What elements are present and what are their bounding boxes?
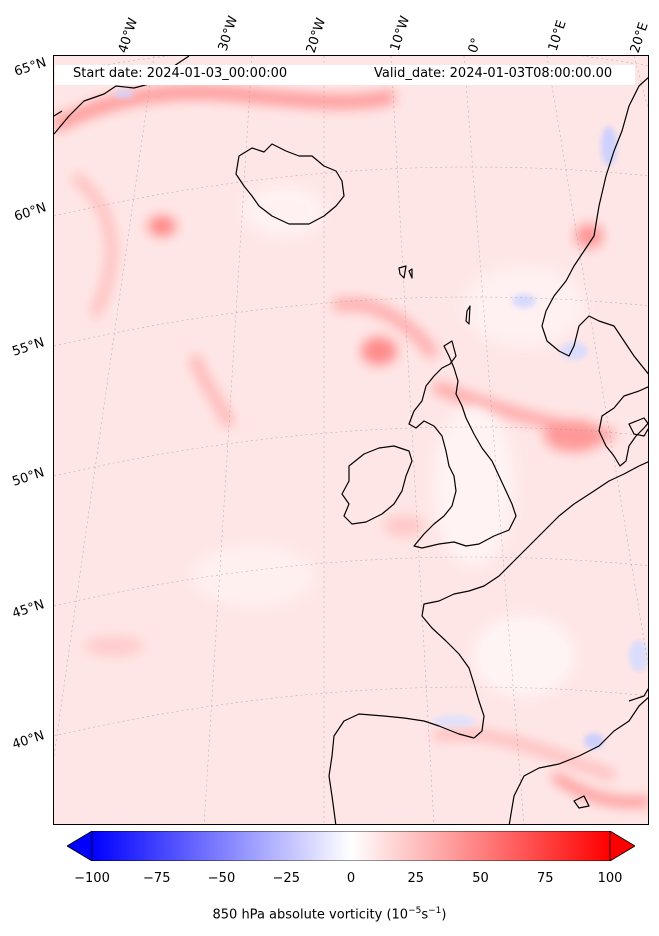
colorbar-label-exp2: −1	[428, 906, 442, 916]
colorbar-tick-label: 75	[536, 871, 554, 886]
lon-label-20e: 20°E	[627, 20, 652, 55]
colorbar-tick-label: 50	[472, 871, 489, 886]
lon-label-10e: 10°E	[545, 18, 570, 53]
lat-label-50n: 50°N	[10, 465, 47, 490]
colorbar-label-close: )	[441, 907, 447, 923]
colorbar-label-exp1: −5	[408, 906, 422, 916]
lon-label-40w: 40°W	[115, 16, 142, 55]
colorbar-label-text: 850 hPa absolute vorticity (10	[212, 907, 409, 923]
colorbar-tick-label: −25	[272, 871, 300, 886]
colorbar	[66, 830, 636, 865]
colorbar-tick-label: −50	[207, 871, 236, 886]
vorticity-map	[54, 56, 648, 824]
header-background	[55, 65, 635, 85]
colorbar-extend-high	[609, 830, 636, 862]
colorbar-svg	[66, 830, 636, 865]
colorbar-label: 850 hPa absolute vorticity (10−5s−1)	[0, 906, 659, 922]
colorbar-tick-label: 100	[597, 871, 623, 886]
lat-label-55n: 55°N	[10, 335, 47, 360]
lon-label-30w: 30°W	[215, 14, 242, 53]
graticule	[54, 56, 648, 824]
colorbar-tick-label: −100	[74, 871, 110, 886]
vorticity-field	[54, 56, 648, 824]
colorbar-label-unit: s	[421, 907, 429, 923]
lon-label-20w: 20°W	[303, 16, 330, 55]
colorbar-tick-label: 0	[346, 871, 356, 886]
lon-label-0: 0°	[465, 36, 485, 55]
valid-date-label: Valid_date: 2024-01-03T08:00:00.00	[374, 66, 613, 81]
colorbar-extend-low	[66, 830, 93, 862]
start-date-label: Start date: 2024-01-03_00:00:00	[73, 66, 288, 81]
colorbar-gradient	[91, 830, 611, 862]
lat-label-45n: 45°N	[10, 597, 47, 622]
lat-label-60n: 60°N	[12, 200, 49, 225]
colorbar-tick-label: −75	[143, 871, 171, 886]
lat-label-65n: 65°N	[12, 55, 49, 80]
lon-label-10w: 10°W	[387, 14, 414, 53]
colorbar-tick-label: 25	[407, 871, 425, 886]
lat-label-40n: 40°N	[10, 728, 47, 753]
coastlines	[54, 56, 648, 824]
map-panel	[53, 55, 649, 825]
